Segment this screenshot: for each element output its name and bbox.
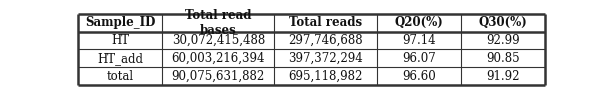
Text: Q30(%): Q30(%) <box>478 16 527 29</box>
Text: 297,746,688: 297,746,688 <box>288 34 363 47</box>
Text: 90,075,631,882: 90,075,631,882 <box>171 70 265 83</box>
Text: HT: HT <box>111 34 130 47</box>
Text: HT_add: HT_add <box>97 52 143 65</box>
Text: Total reads: Total reads <box>289 16 362 29</box>
Text: Sample_ID: Sample_ID <box>85 16 156 29</box>
Text: 96.60: 96.60 <box>402 70 436 83</box>
Text: 91.92: 91.92 <box>486 70 520 83</box>
Text: 30,072,415,488: 30,072,415,488 <box>171 34 265 47</box>
Text: 97.14: 97.14 <box>402 34 436 47</box>
Text: 397,372,294: 397,372,294 <box>288 52 363 65</box>
Text: 96.07: 96.07 <box>402 52 436 65</box>
Text: Q20(%): Q20(%) <box>395 16 443 29</box>
Text: 92.99: 92.99 <box>486 34 520 47</box>
Text: Total read
bases: Total read bases <box>185 9 252 37</box>
Text: 90.85: 90.85 <box>486 52 520 65</box>
Text: total: total <box>107 70 134 83</box>
Text: 60,003,216,394: 60,003,216,394 <box>171 52 265 65</box>
Text: 695,118,982: 695,118,982 <box>288 70 363 83</box>
